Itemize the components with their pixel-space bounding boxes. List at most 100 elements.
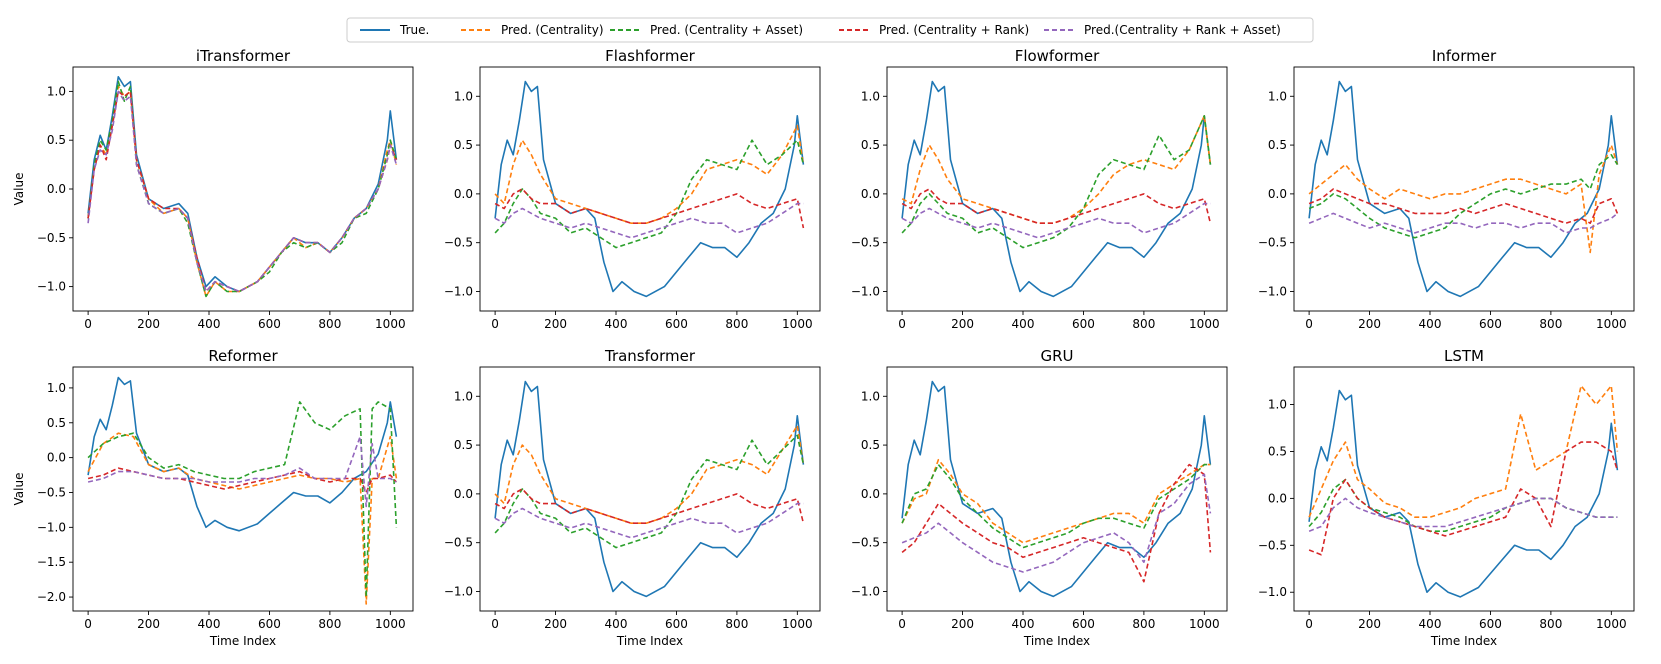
x-tick-label: 1000 bbox=[1596, 617, 1627, 631]
series-group bbox=[494, 80, 805, 298]
x-axis-label: Time Index bbox=[1430, 634, 1497, 648]
y-tick-label: 0.5 bbox=[47, 416, 66, 430]
series-line-pred-centrality-rank bbox=[1308, 441, 1619, 556]
y-tick-label: 0.5 bbox=[1268, 138, 1287, 152]
series-line-true bbox=[901, 80, 1212, 298]
x-tick-label: 800 bbox=[318, 617, 341, 631]
x-tick-label: 0 bbox=[1305, 617, 1313, 631]
x-tick-label: 400 bbox=[605, 317, 628, 331]
y-tick-label: −0.5 bbox=[444, 236, 473, 250]
x-tick-label: 0 bbox=[491, 617, 499, 631]
y-tick-label: −1.0 bbox=[1258, 284, 1287, 298]
legend-label-pred-centrality-rank-asset: Pred.(Centrality + Rank + Asset) bbox=[1084, 23, 1281, 37]
panel-title: Flowformer bbox=[1015, 47, 1100, 65]
y-tick-label: −0.5 bbox=[37, 231, 66, 245]
x-tick-label: 600 bbox=[1479, 317, 1502, 331]
series-line-pred-centrality bbox=[87, 432, 398, 605]
legend: True. Pred. (Centrality) Pred. (Centrality… bbox=[346, 17, 1314, 43]
series-line-pred-centrality-rank-asset bbox=[901, 473, 1212, 573]
series-line-pred-centrality bbox=[1308, 144, 1619, 254]
series-line-pred-centrality-rank-asset bbox=[87, 90, 398, 293]
x-tick-label: 400 bbox=[198, 317, 221, 331]
series-line-pred-centrality-asset bbox=[87, 80, 398, 298]
axes-frame bbox=[72, 66, 414, 312]
series-line-pred-centrality bbox=[87, 85, 398, 298]
x-tick-label: 0 bbox=[898, 317, 906, 331]
y-tick-label: 0.5 bbox=[47, 133, 66, 147]
x-tick-label: 200 bbox=[137, 317, 160, 331]
y-tick-label: 1.0 bbox=[861, 389, 880, 403]
y-tick-label: −0.5 bbox=[851, 536, 880, 550]
series-group bbox=[87, 76, 398, 298]
series-group bbox=[901, 380, 1212, 598]
legend-label-true: True. bbox=[399, 23, 429, 37]
y-tick-label: 1.0 bbox=[47, 84, 66, 98]
y-tick-label: 1.0 bbox=[454, 89, 473, 103]
y-tick-label: 1.0 bbox=[454, 389, 473, 403]
x-tick-label: 0 bbox=[84, 617, 92, 631]
y-tick-label: 0.5 bbox=[861, 138, 880, 152]
x-tick-label: 400 bbox=[1419, 317, 1442, 331]
series-line-pred-centrality-rank-asset bbox=[494, 502, 804, 539]
series-line-true bbox=[87, 376, 398, 532]
chart-grid: iTransformer 0 200 400 600 800 1000 −1.0 −0.5 0.0… bbox=[12, 47, 1635, 648]
panel-itransformer: iTransformer 0 200 400 600 800 1000 −1.0 −0.5 0.0… bbox=[12, 47, 414, 331]
y-tick-label: −1.5 bbox=[37, 555, 66, 569]
panel-title: Reformer bbox=[208, 347, 278, 365]
y-tick-label: −0.5 bbox=[37, 485, 66, 499]
x-tick-label: 600 bbox=[258, 317, 281, 331]
x-tick-label: 200 bbox=[137, 617, 160, 631]
series-line-pred-centrality-asset bbox=[87, 401, 398, 598]
x-tick-label: 200 bbox=[544, 317, 567, 331]
x-tick-label: 1000 bbox=[375, 317, 406, 331]
y-tick-label: 0.5 bbox=[454, 138, 473, 152]
x-axis-label: Time Index bbox=[616, 634, 683, 648]
x-tick-label: 600 bbox=[665, 317, 688, 331]
series-line-pred-centrality-asset bbox=[901, 463, 1211, 549]
panel-transformer: Transformer 0 200 400 600 800 1000 −1.0 −0.5 0.0 0… bbox=[444, 347, 821, 648]
y-tick-label: −1.0 bbox=[1258, 585, 1287, 599]
panel-title: LSTM bbox=[1444, 347, 1484, 365]
panel-title: Transformer bbox=[604, 347, 696, 365]
x-tick-label: 400 bbox=[1012, 617, 1035, 631]
y-tick-label: −0.5 bbox=[444, 536, 473, 550]
x-tick-label: 800 bbox=[1132, 617, 1155, 631]
y-tick-label: 0.0 bbox=[861, 187, 880, 201]
series-line-pred-centrality-asset bbox=[494, 434, 805, 549]
y-tick-label: −1.0 bbox=[444, 584, 473, 598]
y-tick-label: 0.0 bbox=[1268, 187, 1287, 201]
y-tick-label: −0.5 bbox=[851, 236, 880, 250]
series-line-pred-centrality-rank bbox=[494, 488, 805, 525]
panel-title: GRU bbox=[1040, 347, 1073, 365]
series-line-pred-centrality-rank-asset bbox=[901, 202, 1211, 239]
series-group bbox=[901, 80, 1212, 298]
x-tick-label: 1000 bbox=[782, 617, 813, 631]
y-tick-label: 0.0 bbox=[454, 487, 473, 501]
x-tick-label: 1000 bbox=[1189, 617, 1220, 631]
panel-reformer: Reformer 0 200 400 600 800 1000 −2.0 −1.5 −1.0 −0.… bbox=[12, 347, 414, 648]
y-tick-label: 1.0 bbox=[1268, 398, 1287, 412]
legend-frame bbox=[346, 17, 1314, 43]
y-tick-label: 0.5 bbox=[1268, 444, 1287, 458]
x-tick-label: 800 bbox=[725, 617, 748, 631]
x-tick-label: 600 bbox=[665, 617, 688, 631]
y-tick-label: 1.0 bbox=[1268, 89, 1287, 103]
y-tick-label: −2.0 bbox=[37, 590, 66, 604]
series-line-true bbox=[494, 80, 805, 298]
x-tick-label: 200 bbox=[1358, 617, 1381, 631]
panel-title: iTransformer bbox=[196, 47, 291, 65]
series-line-pred-centrality bbox=[901, 458, 1211, 544]
y-tick-label: 0.5 bbox=[861, 438, 880, 452]
series-line-true bbox=[494, 380, 805, 598]
x-tick-label: 600 bbox=[1479, 617, 1502, 631]
x-tick-label: 400 bbox=[1419, 617, 1442, 631]
y-tick-label: 1.0 bbox=[47, 381, 66, 395]
x-tick-label: 0 bbox=[84, 317, 92, 331]
series-line-pred-centrality-rank-asset bbox=[87, 435, 397, 508]
axes-frame bbox=[886, 366, 1228, 612]
panel-informer: Informer 0 200 400 600 800 1000 −1.0 −0.5 0.0 0.5 1… bbox=[1258, 47, 1635, 331]
x-tick-label: 400 bbox=[605, 617, 628, 631]
axes-frame bbox=[479, 366, 821, 612]
series-line-true bbox=[1308, 389, 1619, 598]
